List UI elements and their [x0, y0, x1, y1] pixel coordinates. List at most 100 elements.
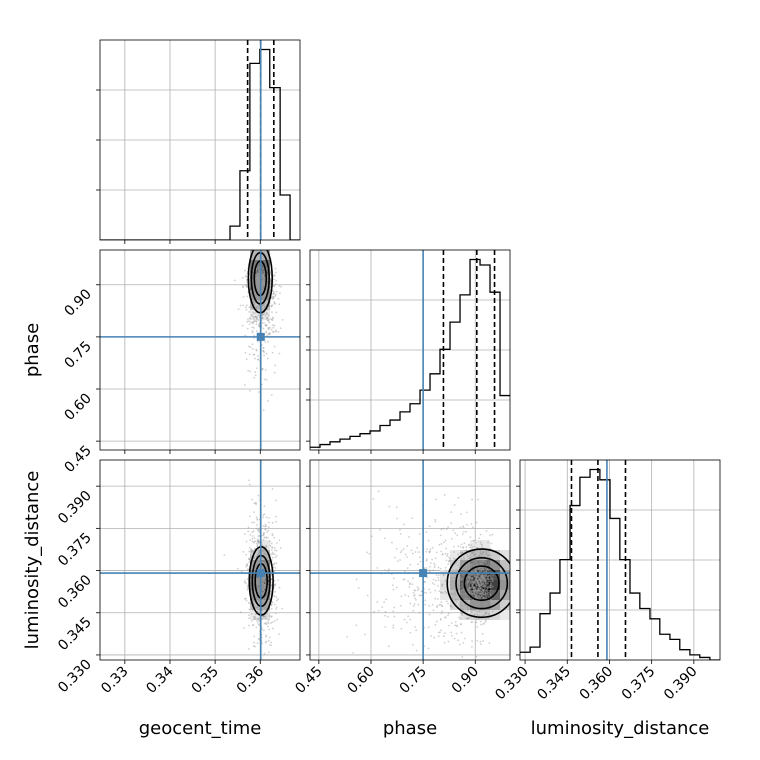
sample-point	[258, 281, 261, 284]
sample-point	[258, 558, 261, 561]
sample-point	[484, 612, 487, 615]
sample-point	[467, 581, 470, 584]
sample-point	[476, 574, 479, 576]
sample-point	[461, 585, 464, 588]
sample-point	[477, 588, 479, 591]
sample-point	[470, 621, 473, 624]
sample-point	[273, 620, 276, 623]
sample-point	[444, 566, 447, 569]
sample-point	[265, 299, 268, 301]
sample-point	[416, 563, 419, 566]
density-cell	[480, 610, 490, 620]
sample-point	[479, 578, 481, 581]
sample-point	[484, 601, 487, 604]
sample-point	[257, 297, 260, 300]
sample-point	[428, 569, 431, 572]
sample-point	[444, 552, 447, 555]
density-cell	[250, 600, 260, 610]
sample-point	[428, 551, 431, 554]
sample-point	[411, 552, 414, 555]
sample-point	[271, 304, 274, 307]
sample-point	[261, 593, 264, 596]
sample-point	[485, 600, 488, 603]
sample-point	[479, 602, 482, 605]
sample-point	[271, 331, 274, 334]
sample-point	[264, 635, 267, 638]
density-cell	[440, 580, 450, 590]
sample-point	[470, 544, 473, 547]
sample-point	[442, 527, 445, 530]
density-cell	[470, 550, 480, 560]
sample-point	[262, 279, 264, 282]
sample-point	[482, 570, 485, 573]
sample-point	[261, 282, 264, 285]
sample-point	[262, 269, 265, 272]
sample-point	[257, 300, 260, 303]
sample-point	[255, 277, 258, 280]
sample-point	[262, 296, 265, 299]
sample-point	[475, 568, 478, 571]
sample-point	[436, 672, 438, 674]
sample-point	[256, 367, 258, 370]
sample-point	[261, 544, 264, 547]
sample-point	[469, 592, 472, 595]
sample-point	[473, 581, 476, 584]
sample-point	[462, 593, 465, 596]
sample-point	[479, 597, 482, 600]
sample-point	[262, 583, 265, 586]
sample-point	[266, 317, 269, 319]
sample-point	[479, 588, 482, 591]
sample-point	[258, 283, 261, 286]
sample-point	[476, 579, 479, 582]
sample-point	[253, 502, 255, 505]
sample-point	[412, 643, 414, 646]
sample-point	[268, 294, 271, 297]
sample-point	[488, 642, 491, 645]
density-cell	[260, 580, 270, 590]
sample-point	[490, 586, 493, 589]
sample-point	[258, 577, 261, 579]
sample-point	[440, 601, 443, 603]
sample-point	[271, 311, 273, 314]
sample-point	[254, 593, 257, 596]
sample-point	[479, 610, 481, 613]
sample-point	[377, 609, 380, 612]
sample-point	[263, 587, 266, 590]
sample-point	[256, 600, 259, 603]
sample-point	[486, 591, 489, 594]
sample-point	[476, 581, 479, 584]
sample-point	[263, 561, 266, 564]
sample-point	[466, 579, 469, 582]
sample-point	[237, 567, 239, 570]
x-tick-label-luminosity_distance-2: 0.360	[577, 664, 617, 704]
sample-point	[470, 564, 473, 567]
sample-point	[269, 544, 272, 547]
sample-point	[266, 612, 268, 615]
sample-point	[472, 583, 475, 586]
sample-point	[461, 605, 463, 608]
sample-point	[473, 593, 476, 596]
sample-point	[481, 578, 484, 581]
sample-point	[256, 285, 259, 288]
sample-point	[403, 578, 406, 581]
sample-point	[483, 570, 486, 573]
sample-point	[459, 601, 462, 604]
sample-point	[265, 324, 268, 327]
sample-point	[256, 282, 259, 285]
sample-point	[476, 592, 479, 595]
sample-point	[478, 555, 481, 557]
sample-point	[487, 554, 490, 556]
sample-point	[262, 295, 265, 297]
sample-point	[255, 542, 258, 545]
sample-point	[263, 536, 266, 539]
sample-point	[253, 303, 256, 306]
sample-point	[262, 533, 265, 536]
sample-point	[467, 565, 470, 568]
sample-point	[256, 580, 259, 583]
sample-point	[471, 581, 474, 584]
sample-point	[479, 584, 481, 587]
sample-point	[482, 581, 485, 584]
sample-point	[255, 565, 257, 568]
sample-point	[251, 331, 254, 334]
sample-point	[248, 311, 251, 313]
